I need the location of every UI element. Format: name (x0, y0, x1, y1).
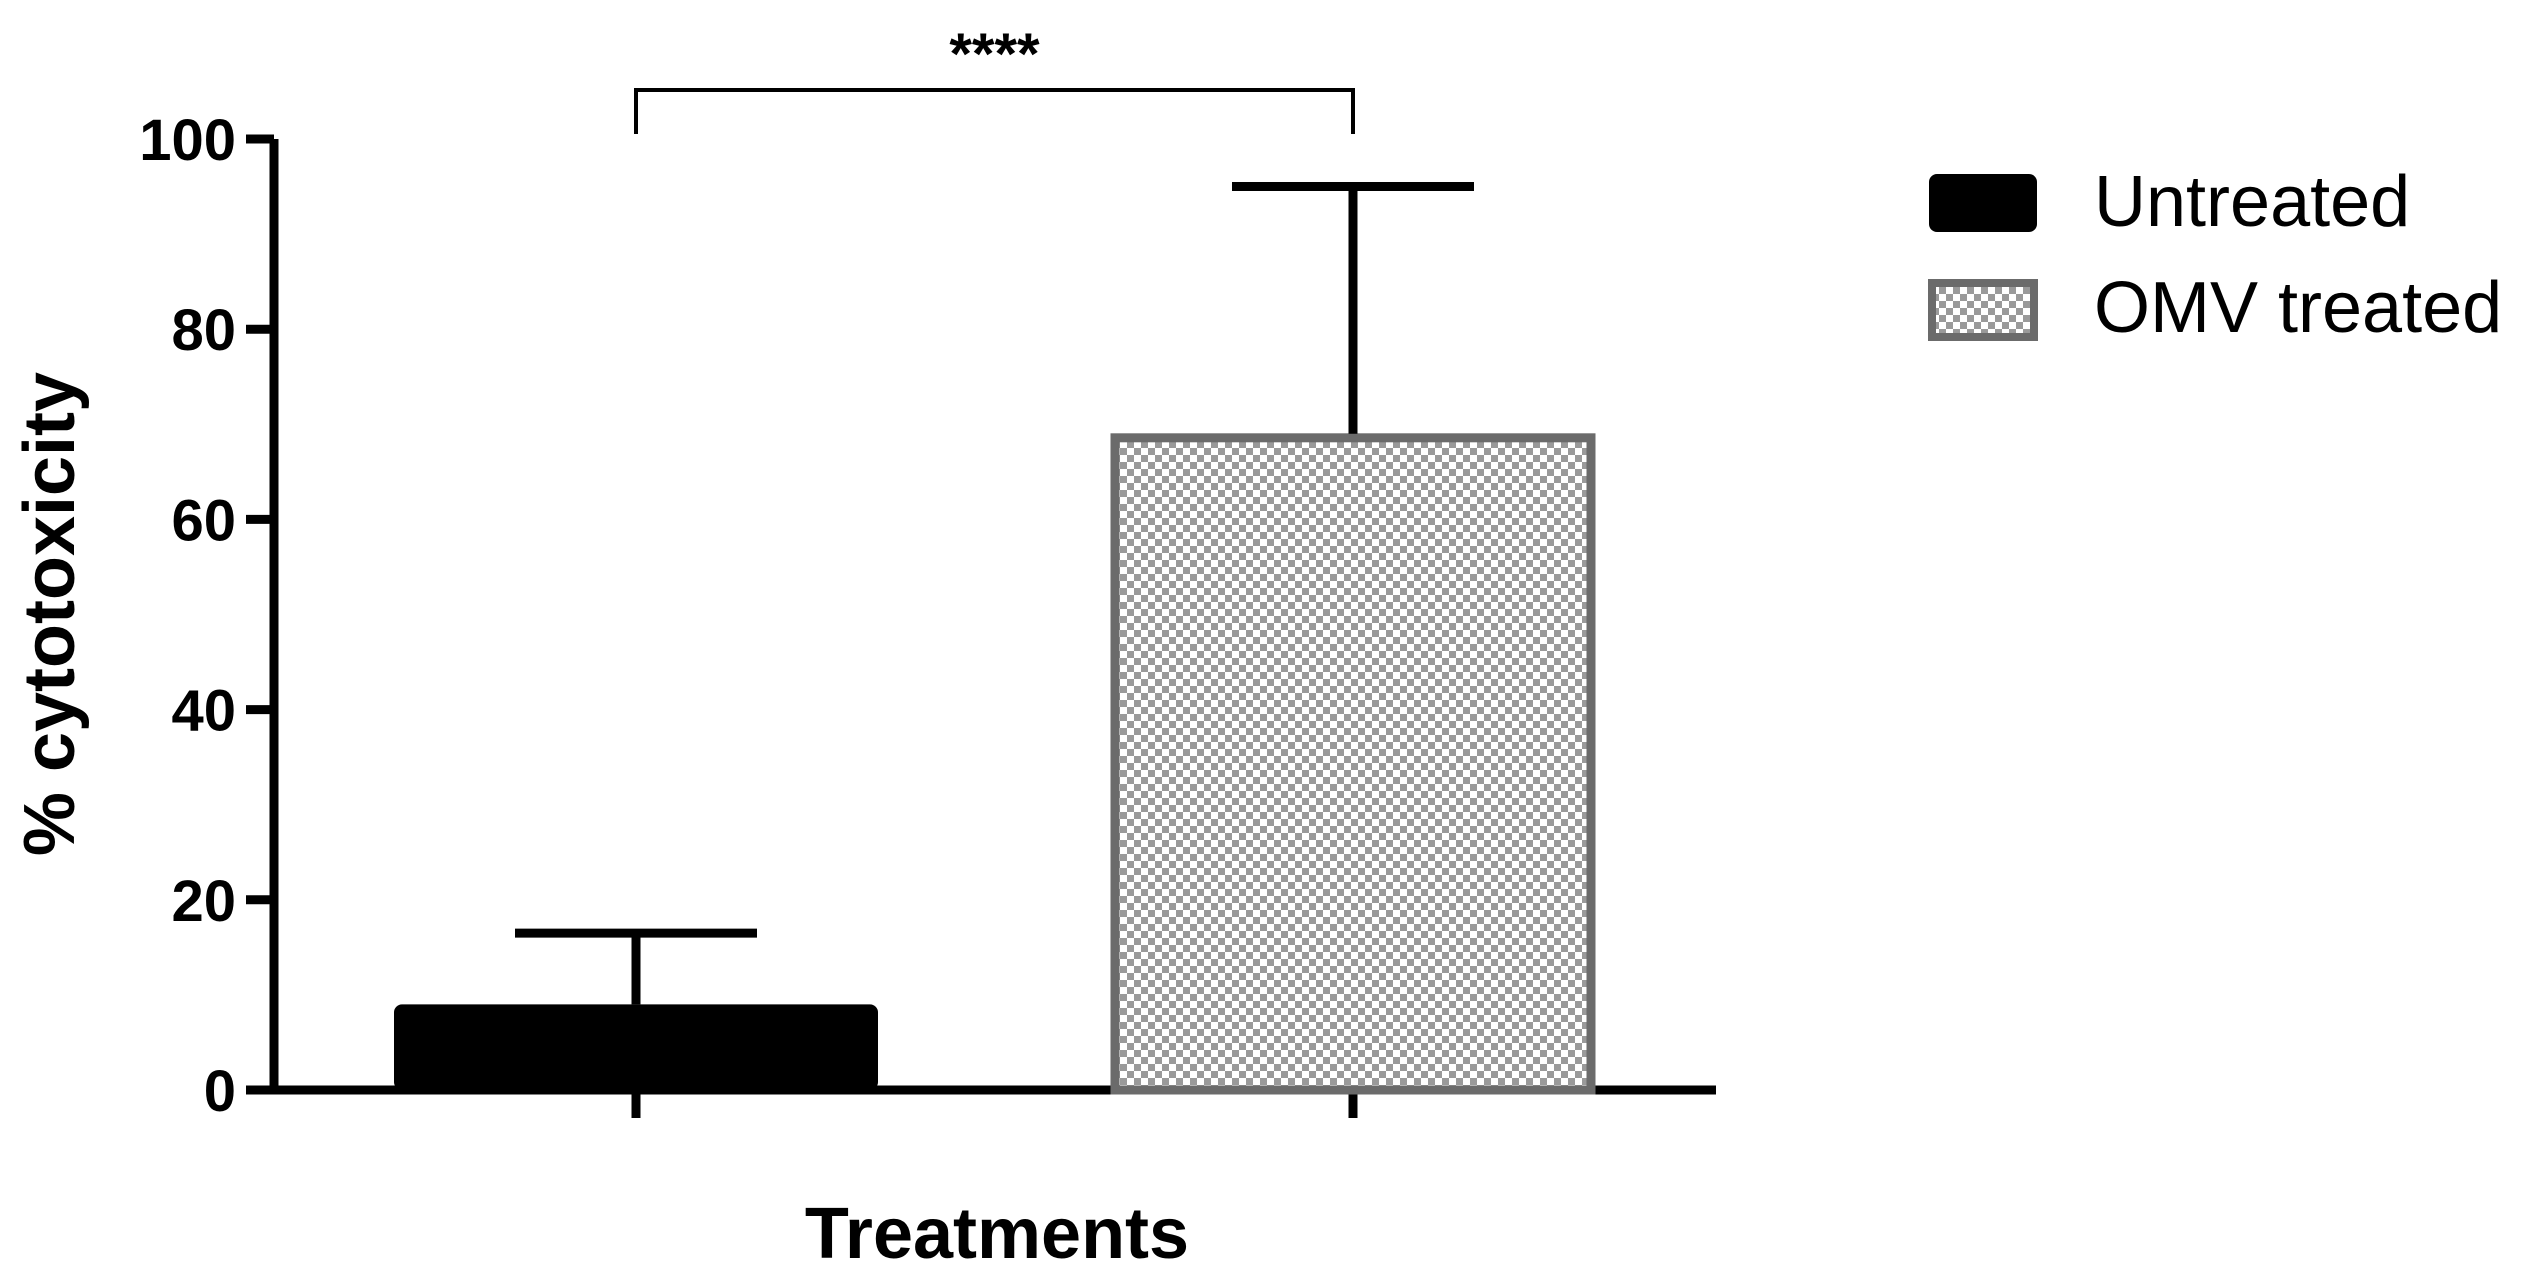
x-axis-title: Treatments (805, 1194, 1189, 1274)
bars (394, 433, 1596, 1095)
x-axis-ticks (631, 1090, 1358, 1118)
y-tick-label: 100 (139, 108, 236, 173)
y-tick-label: 60 (171, 488, 236, 553)
y-tick-label: 0 (204, 1059, 236, 1124)
y-axis-title: % cytotoxicity (10, 372, 90, 856)
legend: Untreated OMV treated (1928, 162, 2502, 348)
error-bars (515, 182, 1474, 1005)
legend-swatch-omv-treated (1928, 279, 2038, 341)
y-tick-label: 80 (171, 298, 236, 363)
y-tick-label: 40 (171, 679, 236, 744)
y-tick-label: 20 (171, 869, 236, 934)
legend-label-omv-treated: OMV treated (2094, 268, 2502, 348)
legend-swatch-untreated (1929, 174, 2037, 232)
bar-omv-treated (1110, 433, 1596, 1095)
bar-untreated (394, 1004, 878, 1090)
significance-label: **** (949, 22, 1040, 87)
y-axis-ticks: 0 20 40 60 80 100 (139, 108, 274, 1124)
legend-label-untreated: Untreated (2094, 162, 2410, 242)
significance-bracket-line (634, 88, 1355, 134)
significance-bracket: **** (634, 22, 1355, 134)
